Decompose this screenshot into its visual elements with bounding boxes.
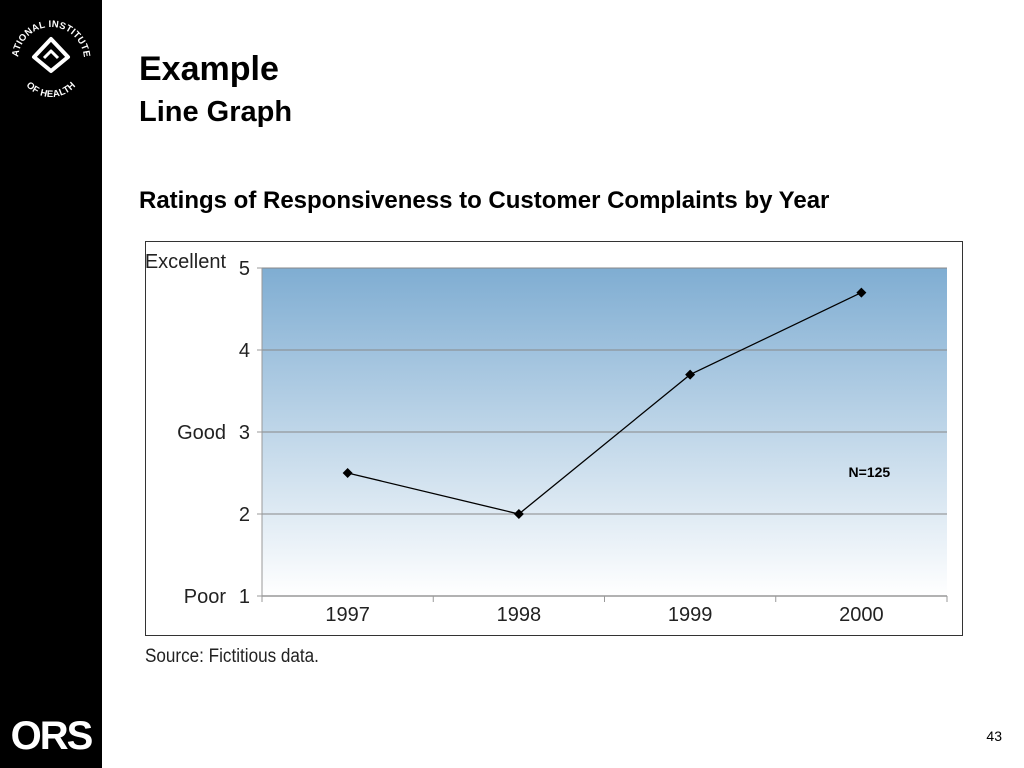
ors-logo: ORS — [10, 714, 94, 758]
data-point — [342, 468, 353, 478]
y-category-label: Poor — [184, 586, 227, 608]
slide-title: Example — [139, 50, 279, 88]
data-point — [513, 509, 524, 519]
seal-emblem-icon — [32, 37, 70, 73]
y-category-label: Good — [177, 422, 226, 444]
seal-text-bottom: OF HEALTH — [24, 80, 78, 100]
series-line — [347, 292, 862, 515]
x-tick-label: 1997 — [325, 604, 370, 626]
y-category-label: Excellent — [145, 251, 226, 273]
source-note: Source: Fictitious data. — [145, 646, 319, 667]
svg-text:OF HEALTH: OF HEALTH — [24, 80, 78, 100]
sample-size-annotation: N=125 — [849, 464, 891, 480]
seal-text-top: NATIONAL INSTITUTES — [4, 8, 92, 58]
y-tick-label: 1 — [239, 586, 250, 608]
x-tick-label: 1999 — [668, 604, 713, 626]
y-tick-label: 3 — [239, 422, 250, 444]
y-tick-label: 5 — [239, 258, 250, 280]
chart-heading: Ratings of Responsiveness to Customer Co… — [139, 187, 830, 214]
data-point — [685, 369, 696, 380]
y-tick-label: 4 — [239, 340, 250, 362]
line-chart: 1 2 3 4 5 Excellent Good Poor 1997 1998 1999 2000… — [145, 251, 948, 626]
y-tick-label: 2 — [239, 504, 250, 526]
page-number: 43 — [986, 728, 1002, 744]
x-tick-label: 1998 — [497, 604, 542, 626]
slide-subtitle: Line Graph — [139, 96, 293, 128]
sidebar: NATIONAL INSTITUTES OF HEALTH ORS — [0, 0, 102, 768]
data-point — [856, 287, 867, 298]
nih-seal-logo: NATIONAL INSTITUTES OF HEALTH — [4, 8, 92, 100]
x-tick-label: 2000 — [839, 604, 884, 626]
svg-text:NATIONAL INSTITUTES: NATIONAL INSTITUTES — [4, 8, 92, 58]
